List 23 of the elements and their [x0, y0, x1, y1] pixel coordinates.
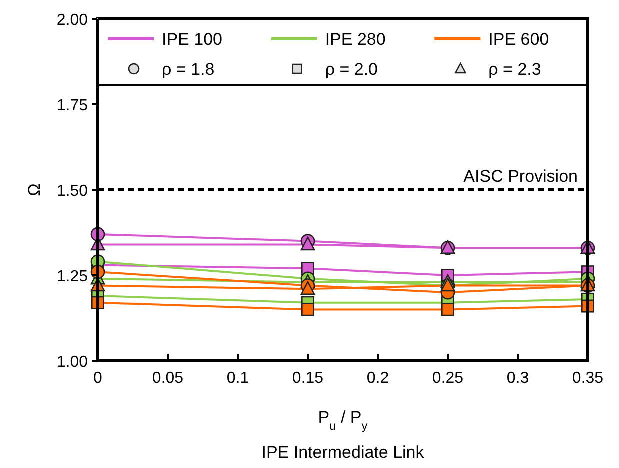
legend-label: IPE 100	[162, 30, 222, 49]
annotation: ρ = 2.0	[325, 60, 378, 79]
x-tick-label: 0.3	[506, 370, 530, 387]
x-tick-label: 0.05	[152, 370, 184, 387]
y-tick-label: 1.50	[56, 183, 88, 200]
x-tick-label: 0.25	[432, 370, 464, 387]
x-tick-label: 0.15	[292, 370, 324, 387]
annotation: ρ = 1.8	[162, 60, 215, 79]
x-tick-label: 0.35	[572, 370, 604, 387]
y-tick-label: 1.00	[56, 354, 88, 371]
text: IPE Intermediate Link	[262, 443, 425, 462]
x-tick-label: 0	[94, 370, 103, 387]
y-tick-label: 1.25	[56, 268, 88, 286]
y-axis-title: Ω	[25, 184, 44, 196]
legend-label: IPE 280	[325, 30, 386, 49]
x-tick-label: 0.1	[226, 370, 250, 387]
annotation: ρ = 2.3	[488, 60, 542, 79]
y-tick-label: 2.00	[56, 12, 88, 29]
x-tick-label: 0.2	[366, 370, 390, 387]
legend-label: IPE 600	[488, 30, 550, 49]
x-axis-title: P$_{u}$ / P$_{y}$	[318, 408, 368, 433]
ref-line-label: AISC Provision	[464, 167, 578, 186]
y-tick-label: 1.75	[56, 98, 88, 114]
